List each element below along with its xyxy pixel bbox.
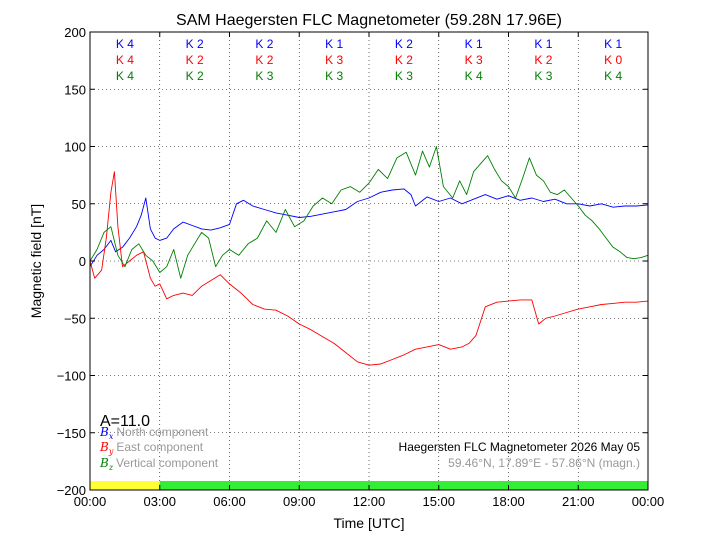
x-tick-label-3: 09:00 [283,494,316,509]
legend-symbol-bz: B [99,456,109,470]
k-index-r1-c1: K 2 [186,53,204,67]
activity-segment-1 [159,481,648,490]
k-index-r1-c7: K 0 [604,53,622,67]
activity-segment-0 [90,481,160,490]
y-tick-label-5: 50 [72,197,86,212]
k-index-r2-c1: K 2 [186,69,204,83]
x-tick-label-1: 03:00 [143,494,176,509]
k-index-r1-c3: K 3 [325,53,343,67]
x-tick-label-2: 06:00 [213,494,246,509]
legend: Bx North component By East component Bz Ver… [99,425,219,472]
series-line-0 [89,188,649,267]
k-index-r2-c2: K 3 [255,69,273,83]
k-index-r2-c7: K 4 [604,69,622,83]
legend-sub-bz: z [108,463,114,472]
gridlines [90,32,648,490]
legend-entry-bx: Bx North component [99,425,209,441]
chart-title: SAM Haegersten FLC Magnetometer (59.28N … [176,12,562,29]
y-axis-label: Magnetic field [nT] [28,204,44,318]
k-index-r0-c0: K 4 [116,37,134,51]
k-index-r0-c3: K 1 [325,37,343,51]
legend-label-by: East component [116,440,203,454]
y-tick-label-6: 100 [64,140,86,155]
x-tick-label-4: 12:00 [353,494,386,509]
k-index-r1-c0: K 4 [116,53,134,67]
k-index-r1-c6: K 2 [534,53,552,67]
series-line-2 [89,146,649,279]
station-info-line1: Haegersten FLC Magnetometer 2026 May 05 [399,440,641,454]
k-index-table: K 4 K 2 K 2 K 1 K 2 K 1 K 1 K 1 K 4 K 2 K 2 K 3 K 2 K… [116,37,623,83]
y-tick-label-8: 200 [64,25,86,40]
y-tick-label-7: 150 [64,82,86,97]
k-index-r0-c1: K 2 [186,37,204,51]
k-index-r2-c3: K 3 [325,69,343,83]
k-index-r0-c7: K 1 [604,37,622,51]
k-index-r1-c4: K 2 [395,53,413,67]
k-index-r0-c2: K 2 [255,37,273,51]
axis-ticks: 00:00 03:00 06:00 09:00 12:00 15:00 18:00 21:00… [57,25,665,509]
k-index-r2-c4: K 3 [395,69,413,83]
legend-symbol-by: B [99,440,109,454]
station-info-line2: 59.46°N, 17.89°E - 57.86°N (magn.) [448,456,640,470]
k-index-r2-c5: K 4 [465,69,483,83]
x-tick-label-7: 21:00 [562,494,595,509]
y-tick-label-4: 0 [79,254,86,269]
legend-sub-bx: x [109,432,114,441]
series-lines [89,146,649,366]
y-tick-label-3: −50 [64,311,86,326]
legend-sub-by: y [108,447,114,456]
k-index-r0-c4: K 2 [395,37,413,51]
x-tick-label-5: 15:00 [422,494,455,509]
y-tick-label-0: −200 [57,483,86,498]
x-tick-label-0: 00:00 [74,494,107,509]
k-index-r2-c0: K 4 [116,69,134,83]
activity-bar [90,481,648,490]
a-index: A=11.0 [100,413,150,430]
legend-entry-by: By East component [99,440,204,456]
k-index-r1-c2: K 2 [255,53,273,67]
x-tick-label-8: 00:00 [632,494,665,509]
k-index-r2-c6: K 3 [534,69,552,83]
x-axis-label: Time [UTC] [333,515,404,531]
legend-label-bz: Vertical component [116,456,219,470]
series-line-1 [89,171,649,366]
legend-label-bx: North component [116,425,209,439]
k-index-r0-c6: K 1 [534,37,552,51]
x-tick-label-6: 18:00 [492,494,525,509]
k-index-r1-c5: K 3 [465,53,483,67]
k-index-r0-c5: K 1 [465,37,483,51]
y-tick-label-1: −150 [57,426,86,441]
legend-symbol-bx: B [99,425,109,439]
y-tick-label-2: −100 [57,369,86,384]
legend-entry-bz: Bz Vertical component [99,456,219,472]
